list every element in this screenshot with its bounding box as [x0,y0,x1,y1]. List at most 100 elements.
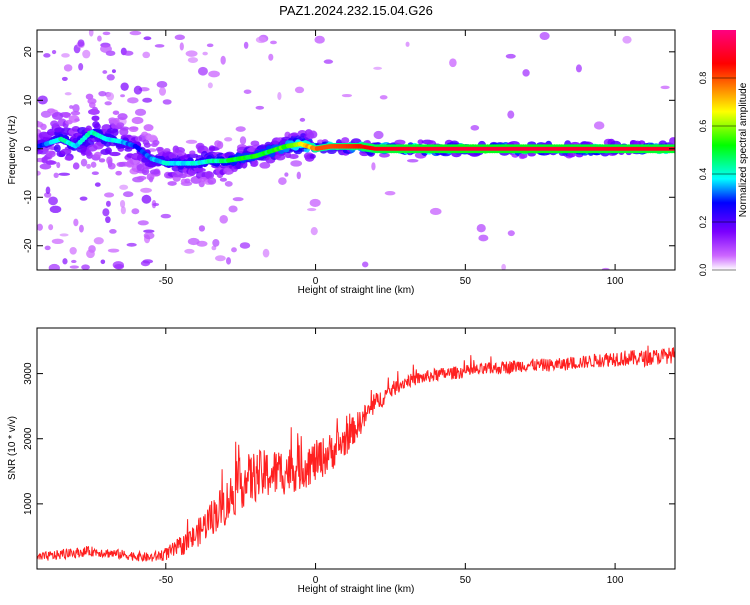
spectrogram-noise-blob [58,172,71,176]
spectrogram-noise-blob [231,247,237,253]
spectrogram-noise-blob [91,171,99,175]
spectrogram-noise-blob [278,177,287,185]
colorbar-label: Normalized spectral amplitude [738,82,749,217]
spectrogram-cloud-blob [104,147,112,155]
y-tick-label: 0 [23,146,34,152]
spectrogram-noise-blob [373,66,383,70]
spectrogram-cloud-blob [309,153,316,159]
spectrogram-noise-blob [94,182,101,187]
spectrogram-cloud-blob [417,139,424,145]
snr-frame [36,327,676,570]
spectrogram-heatmap [37,30,675,270]
spectrogram-noise-blob [235,126,246,132]
x-tick-label: 50 [460,276,472,287]
spectrogram-noise-blob [296,171,301,180]
spectrogram-cloud-blob [45,160,57,165]
x-tick-label: 100 [607,276,624,287]
snr-y-axis: 1000 2000 3000 [23,362,675,515]
spectrogram-cloud-blob [234,161,243,170]
x-tick-label: -50 [159,575,174,586]
spectrogram-noise-blob [120,206,126,215]
spectrogram-noise-blob [270,40,277,45]
spectrogram-noise-blob [373,130,384,140]
spectrogram-cloud-blob [37,170,41,176]
spectrogram-cloud-blob [519,152,528,159]
spectrogram-noise-blob [143,229,155,233]
spectrogram-panel: -50 0 50 100 -20 -10 0 10 20 Height of straight… [7,29,676,296]
spectrogram-noise-blob [122,50,134,56]
spectrogram-cloud-blob [198,180,205,188]
spectrogram-cloud-blob [111,128,119,137]
spectrogram-noise-blob [86,163,92,169]
spectrogram-cloud-blob [195,167,206,173]
spectrogram-noise-blob [106,74,115,81]
y-tick-label: 20 [23,46,34,58]
spectrogram-noise-blob [126,242,137,247]
spectrogram-cloud-blob [150,142,158,148]
spectrogram-cloud-blob [189,150,196,155]
x-tick-label: 0 [313,276,319,287]
spectrogram-noise-blob [102,31,111,36]
spectrogram-noise-blob [660,85,670,90]
spectrogram-cloud-blob [91,106,99,114]
spectrogram-cloud-blob [128,126,139,133]
spectrogram-noise-blob [185,50,198,57]
y-tick-label: -20 [23,238,34,253]
spectrogram-noise-blob [262,248,270,258]
snr-x-label: Height of straight line (km) [298,584,415,595]
spectrogram-noise-blob [143,36,152,41]
spectrogram-noise-blob [476,224,486,233]
spectrogram-noise-blob [120,94,125,98]
spectrogram-noise-blob [143,232,155,240]
spectrogram-noise-blob [299,117,306,122]
spectrogram-noise-blob [268,53,274,61]
spectrogram-noise-blob [63,64,73,72]
spectrogram-noise-blob [152,202,160,207]
spectrogram-noise-blob [501,263,506,270]
spectrogram-noise-blob [102,208,110,217]
spectrogram-x-label: Height of straight line (km) [298,285,415,296]
spectrogram-frame [36,29,676,271]
y-tick-label: 10 [23,94,34,106]
spectrogram-noise-blob [140,260,151,267]
spectrogram-cloud-blob [567,152,576,158]
spectrogram-noise-blob [470,125,480,131]
spectrogram-noise-blob [48,196,58,206]
spectrogram-cloud-blob [77,126,88,135]
spectrogram-noise-blob [622,35,632,44]
spectrogram-noise-blob [78,62,84,71]
spectrogram-cloud-blob [62,112,71,119]
spectrogram-cloud-blob [259,161,271,169]
colorbar-tick-label: 0.2 [698,216,708,229]
spectrogram-noise-blob [224,137,233,142]
spectrogram-noise-blob [601,267,610,270]
spectrogram-cloud-blob [288,153,299,160]
colorbar-tick-label: 0.6 [698,120,708,133]
x-tick-label: 0 [313,575,319,586]
spectrogram-cloud-blob [147,134,158,141]
spectrogram-noise-blob [160,213,172,219]
colorbar-tick-label: 0.4 [698,168,708,181]
spectrogram-noise-blob [86,249,95,259]
y-tick-label: -10 [23,190,34,205]
y-tick-label: 3000 [23,362,34,385]
spectrogram-noise-blob [198,225,206,232]
spectrogram-cloud-blob [39,163,52,170]
spectrogram-noise-blob [384,190,396,196]
spectrogram-noise-blob [184,248,195,254]
spectrogram-noise-blob [174,34,185,41]
spectrogram-noise-blob [131,208,140,215]
spectrogram-cloud-blob [115,170,122,176]
spectrogram-cloud-blob [186,153,199,159]
spectrogram-noise-blob [120,82,129,91]
spectrogram-y-axis: -20 -10 0 10 20 [23,46,675,253]
spectrogram-noise-blob [43,53,51,58]
spectrogram-noise-blob [88,30,94,37]
spectrogram-cloud-blob [251,159,259,167]
spectrogram-noise-blob [119,184,129,190]
spectrogram-noise-blob [51,238,64,245]
spectrogram-noise-blob [45,186,51,195]
spectrogram-noise-blob [72,104,80,113]
spectrogram-noise-blob [232,197,244,202]
spectrogram-cloud-blob [207,177,217,185]
